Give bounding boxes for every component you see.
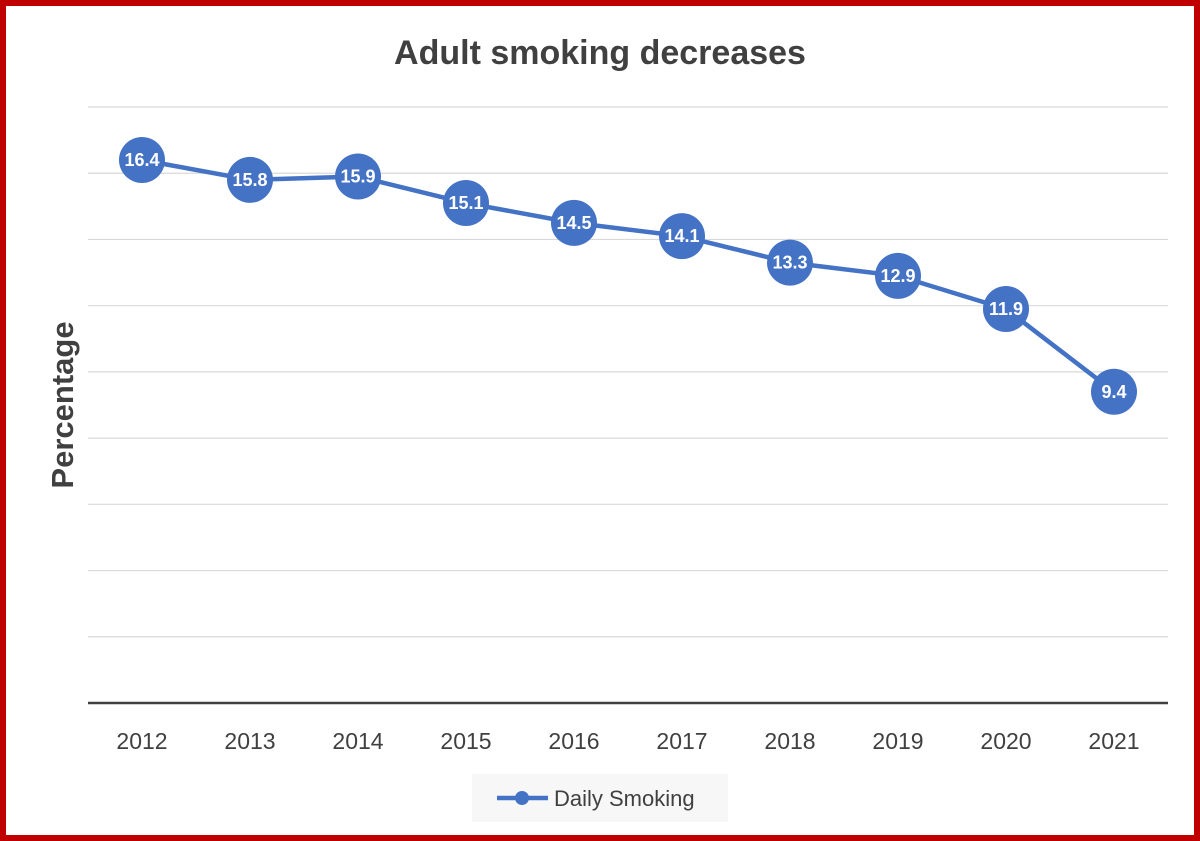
data-label: 11.9: [989, 299, 1023, 319]
data-point[interactable]: [551, 199, 597, 246]
data-point[interactable]: [119, 136, 165, 183]
data-label: 16.4: [124, 150, 159, 170]
data-point[interactable]: [335, 153, 381, 200]
chart-title: Adult smoking decreases: [394, 34, 806, 72]
y-axis-label: Percentage: [45, 321, 80, 488]
data-point[interactable]: [227, 156, 273, 203]
legend-label: Daily Smoking: [554, 786, 695, 811]
x-tick-label: 2013: [224, 728, 275, 754]
data-label: 15.8: [232, 170, 267, 190]
x-tick-label: 2018: [764, 728, 815, 754]
x-tick-label: 2012: [116, 728, 167, 754]
data-point[interactable]: [983, 285, 1029, 332]
data-label: 14.5: [556, 213, 591, 233]
data-point[interactable]: [443, 180, 489, 227]
x-tick-label: 2017: [656, 728, 707, 754]
legend-point-marker: [515, 791, 529, 805]
series-line: [141, 157, 1116, 394]
data-point[interactable]: [659, 213, 705, 260]
data-point[interactable]: [767, 239, 813, 286]
x-tick-label: 2021: [1088, 728, 1139, 754]
x-tick-label: 2014: [332, 728, 383, 754]
x-tick-label: 2015: [440, 728, 491, 754]
data-label: 15.1: [448, 193, 483, 213]
series-layer: 16.4 15.8 15.9 15.1 14.5 14.1 13.3 12.9 11.9 9.4: [119, 136, 1137, 415]
x-tick-label: 2016: [548, 728, 599, 754]
data-label: 12.9: [880, 266, 915, 286]
data-point[interactable]: [875, 252, 921, 299]
data-label: 15.9: [340, 167, 375, 187]
x-axis: 2012 2013 2014 2015 2016 2017 2018 2019 2020 2021: [88, 701, 1168, 754]
data-label: 14.1: [664, 226, 699, 246]
x-tick-label: 2019: [872, 728, 923, 754]
data-point[interactable]: [1091, 368, 1137, 415]
legend[interactable]: Daily Smoking: [472, 774, 728, 822]
x-tick-label: 2020: [980, 728, 1031, 754]
data-label: 13.3: [772, 253, 807, 273]
data-label: 9.4: [1101, 382, 1126, 402]
